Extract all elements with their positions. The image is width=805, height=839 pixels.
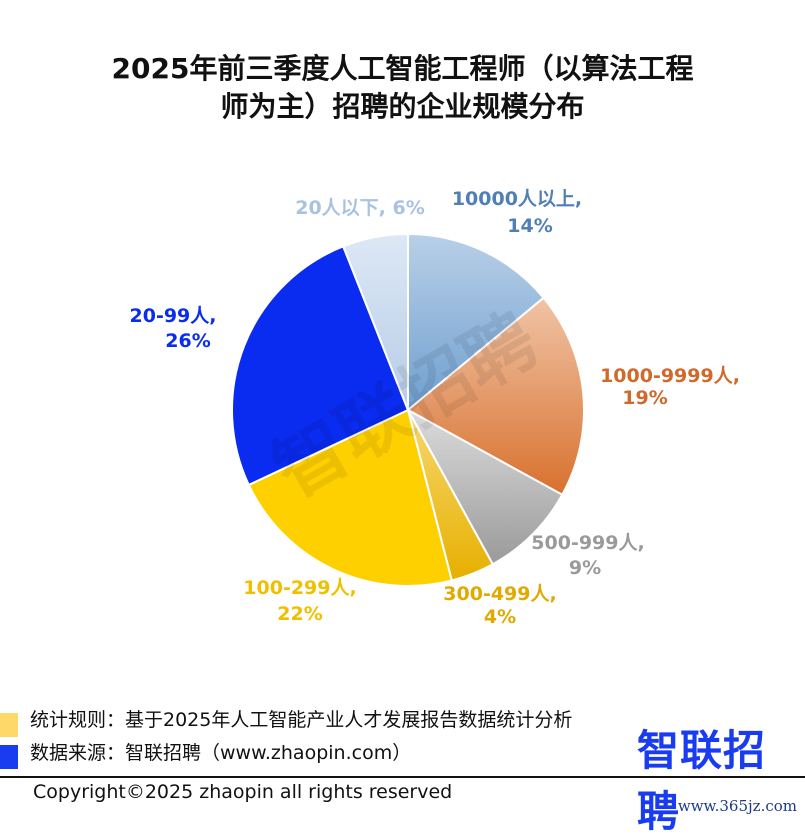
pie-slice (231, 245, 410, 487)
slice-label: 1000-9999人, (600, 365, 740, 387)
slice-percent-label: 4% (484, 606, 516, 628)
pie-slice (341, 232, 409, 411)
title-line-1: 2025年前三季度人工智能工程师（以算法工程 (111, 52, 694, 85)
legend-source-text: 数据来源：智联招聘（www.zhaopin.com） (30, 742, 412, 764)
slice-percent-label: 14% (507, 215, 552, 237)
chart-title: 2025年前三季度人工智能工程师（以算法工程 师为主）招聘的企业规模分布 (0, 50, 805, 126)
slice-label: 500-999人, (531, 532, 644, 554)
legend-swatch-source (0, 745, 18, 769)
legend-rule-text: 统计规则：基于2025年人工智能产业人才发展报告数据统计分析 (30, 709, 573, 731)
pie-chart: 智联招聘 10000人以上,14%1000-9999人,19%500-999人,… (130, 188, 740, 628)
zhaopin-logo: 智联招聘 (637, 726, 767, 836)
pie-slice (405, 407, 564, 566)
slice-label: 20人以下, 6% (295, 197, 425, 219)
slice-label: 10000人以上, (452, 188, 582, 210)
pie-slice (247, 408, 453, 587)
copyright-text: Copyright©2025 zhaopin all rights reserv… (33, 781, 453, 803)
slice-percent-label: 19% (622, 387, 667, 409)
title-line-2: 师为主）招聘的企业规模分布 (220, 90, 585, 123)
pie-slice (407, 232, 546, 413)
slice-percent-label: 9% (569, 557, 601, 579)
slice-label: 100-299人, (243, 577, 356, 599)
slice-percent-label: 22% (277, 603, 322, 625)
legend-swatch-rule (0, 713, 18, 737)
slice-percent-label: 26% (165, 330, 210, 352)
pie-slice (406, 296, 585, 497)
site-watermark: www.365jz.com (677, 797, 797, 815)
footer-divider (0, 776, 805, 778)
slice-label: 300-499人, (443, 583, 556, 605)
slice-label: 20-99人, (130, 305, 217, 327)
